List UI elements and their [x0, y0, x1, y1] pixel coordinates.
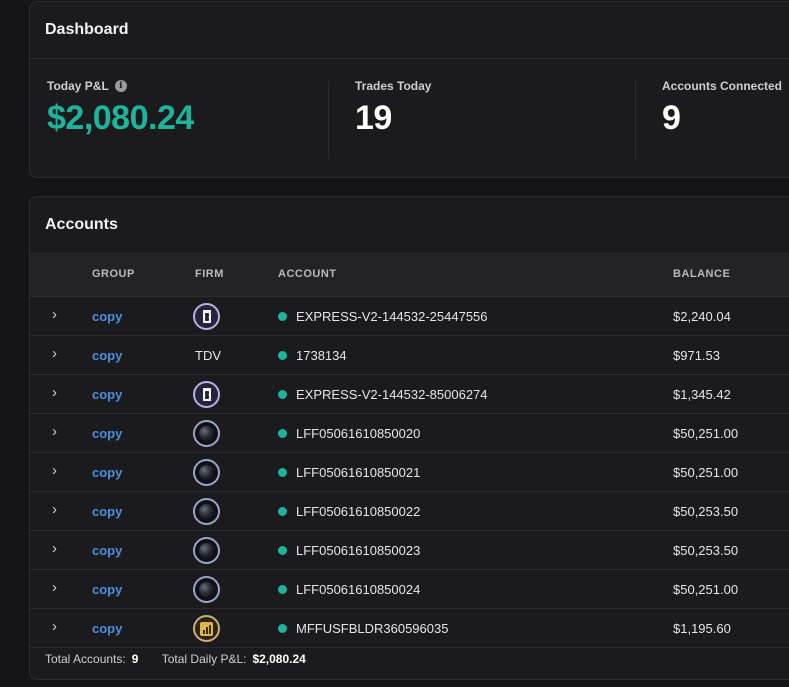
column-header-firm[interactable]: FIRM — [195, 268, 224, 280]
dashboard-title: Dashboard — [30, 2, 789, 59]
status-dot-icon — [278, 468, 287, 477]
column-header-balance[interactable]: BALANCE — [673, 268, 731, 280]
group-link[interactable]: copy — [92, 543, 123, 558]
table-row[interactable]: › copy LFF05061610850024 $50,251.00 — [30, 570, 789, 609]
accounts-card: Accounts GROUP FIRM ACCOUNT BALANCE › cop… — [29, 196, 789, 680]
column-header-group[interactable]: GROUP — [92, 268, 135, 280]
status-dot-icon — [278, 585, 287, 594]
account-balance: $2,240.04 — [673, 309, 731, 324]
chevron-right-icon[interactable]: › — [52, 462, 57, 479]
group-link[interactable]: copy — [92, 621, 123, 636]
status-dot-icon — [278, 390, 287, 399]
chevron-right-icon[interactable]: › — [52, 618, 57, 635]
account-id: LFF05061610850023 — [296, 543, 421, 558]
info-icon[interactable]: i — [114, 80, 127, 92]
account-balance: $50,251.00 — [673, 582, 739, 597]
table-row[interactable]: › copy LFF05061610850023 $50,253.50 — [30, 531, 789, 570]
black-sphere-logo-icon — [193, 576, 220, 603]
group-link[interactable]: copy — [92, 309, 123, 324]
black-sphere-logo-icon — [193, 420, 220, 447]
account-id: LFF05061610850021 — [296, 465, 421, 480]
accounts-connected-label: Accounts Connected — [662, 79, 783, 93]
black-sphere-logo-icon — [193, 459, 220, 486]
table-row[interactable]: › copy EXPRESS-V2-144532-25447556 $2,240.04 — [30, 297, 789, 336]
trades-today-stat: Trades Today 19 — [355, 79, 431, 138]
today-pnl-label: Today P&L — [47, 79, 109, 93]
accounts-footer: Total Accounts: 9 Total Daily P&L: $2,080.… — [45, 652, 306, 666]
status-dot-icon — [278, 546, 287, 555]
trades-today-value: 19 — [355, 99, 392, 137]
total-accounts-value: 9 — [131, 652, 139, 666]
column-header-account[interactable]: ACCOUNT — [278, 268, 337, 280]
gold-chart-logo-icon — [193, 615, 220, 642]
status-dot-icon — [278, 351, 287, 360]
chevron-right-icon[interactable]: › — [52, 306, 57, 323]
today-pnl-stat: Today P&L i $2,080.24 — [47, 79, 194, 138]
firm-name: TDV — [195, 348, 221, 363]
chevron-right-icon[interactable]: › — [52, 579, 57, 596]
group-link[interactable]: copy — [92, 387, 123, 402]
group-link[interactable]: copy — [92, 426, 123, 441]
table-row[interactable]: › copy LFF05061610850020 $50,251.00 — [30, 414, 789, 453]
total-accounts-label: Total Accounts: — [45, 652, 126, 666]
table-row[interactable]: › copy LFF05061610850021 $50,251.00 — [30, 453, 789, 492]
total-pnl-label: Total Daily P&L: — [161, 652, 247, 666]
stat-divider — [328, 81, 329, 159]
chevron-right-icon[interactable]: › — [52, 501, 57, 518]
total-pnl-value: $2,080.24 — [252, 652, 306, 666]
dashboard-card: Dashboard Today P&L i $2,080.24 Trades T… — [29, 1, 789, 178]
account-id: EXPRESS-V2-144532-85006274 — [296, 387, 488, 402]
table-row[interactable]: › copy EXPRESS-V2-144532-85006274 $1,345.42 — [30, 375, 789, 414]
table-row[interactable]: › copy TDV 1738134 $971.53 — [30, 336, 789, 375]
group-link[interactable]: copy — [92, 348, 123, 363]
account-id: LFF05061610850020 — [296, 426, 421, 441]
status-dot-icon — [278, 312, 287, 321]
table-row[interactable]: › copy MFFUSFBLDR360596035 $1,195.60 — [30, 609, 789, 648]
black-sphere-logo-icon — [193, 498, 220, 525]
trades-today-label: Trades Today — [355, 79, 432, 93]
chevron-right-icon[interactable]: › — [52, 345, 57, 362]
status-dot-icon — [278, 507, 287, 516]
account-id: LFF05061610850022 — [296, 504, 421, 519]
table-header: GROUP FIRM ACCOUNT BALANCE — [30, 253, 789, 297]
account-balance: $1,345.42 — [673, 387, 731, 402]
accounts-table-body: › copy EXPRESS-V2-144532-25447556 $2,240.04… — [30, 297, 789, 648]
x-shield-logo-icon — [193, 303, 220, 330]
today-pnl-value: $2,080.24 — [47, 99, 194, 137]
table-row[interactable]: › copy LFF05061610850022 $50,253.50 — [30, 492, 789, 531]
x-shield-logo-icon — [193, 381, 220, 408]
account-id: LFF05061610850024 — [296, 582, 421, 597]
accounts-connected-stat: Accounts Connected 9 — [662, 79, 782, 138]
account-balance: $971.53 — [673, 348, 720, 363]
accounts-connected-value: 9 — [662, 99, 681, 137]
account-balance: $50,251.00 — [673, 465, 739, 480]
account-balance: $1,195.60 — [673, 621, 731, 636]
black-sphere-logo-icon — [193, 537, 220, 564]
chevron-right-icon[interactable]: › — [52, 540, 57, 557]
stats-row: Today P&L i $2,080.24 Trades Today 19 Ac… — [30, 59, 789, 179]
account-balance: $50,251.00 — [673, 426, 739, 441]
account-id: 1738134 — [296, 348, 347, 363]
accounts-title: Accounts — [45, 216, 118, 233]
chevron-right-icon[interactable]: › — [52, 384, 57, 401]
account-balance: $50,253.50 — [673, 543, 739, 558]
account-id: EXPRESS-V2-144532-25447556 — [296, 309, 488, 324]
stat-divider — [635, 81, 636, 159]
chevron-right-icon[interactable]: › — [52, 423, 57, 440]
status-dot-icon — [278, 429, 287, 438]
group-link[interactable]: copy — [92, 504, 123, 519]
account-id: MFFUSFBLDR360596035 — [296, 621, 449, 636]
account-balance: $50,253.50 — [673, 504, 739, 519]
group-link[interactable]: copy — [92, 465, 123, 480]
status-dot-icon — [278, 624, 287, 633]
group-link[interactable]: copy — [92, 582, 123, 597]
